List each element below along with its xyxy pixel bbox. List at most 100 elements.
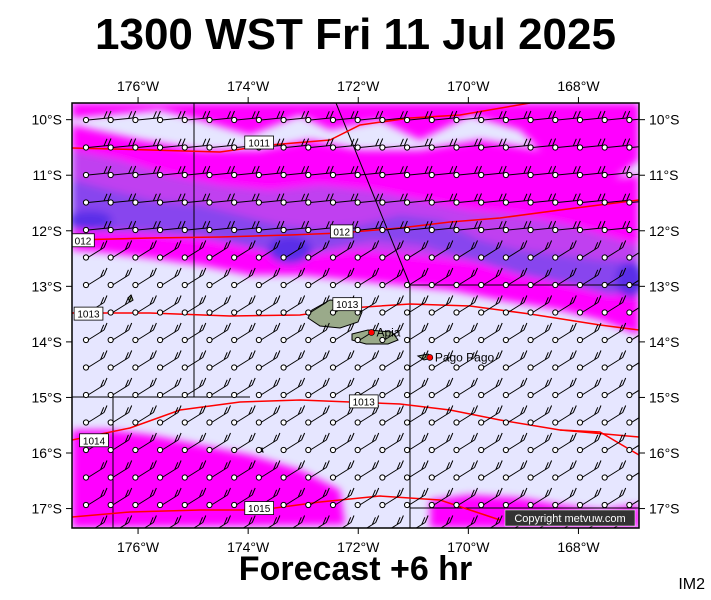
- wind-barb: [379, 460, 404, 481]
- lat-label-right: 16°S: [649, 445, 680, 461]
- wind-barb: [576, 405, 602, 426]
- isobar-label: 1011: [244, 135, 274, 150]
- wind-barb: [626, 334, 639, 344]
- wind-barb: [404, 295, 429, 316]
- wind-barb: [157, 487, 182, 509]
- lat-label-right: 10°S: [649, 112, 680, 128]
- wind-barb: [453, 240, 478, 261]
- wind-barb: [329, 322, 355, 344]
- isobar-1015: [72, 495, 501, 521]
- svg-text:1015: 1015: [248, 504, 271, 515]
- wind-barb: [107, 405, 133, 426]
- wind-barb: [354, 432, 380, 454]
- wind-barb: [206, 138, 235, 151]
- lon-label-bottom: 174°W: [227, 539, 270, 555]
- wind-barb: [82, 487, 108, 509]
- wind-barb: [231, 322, 256, 344]
- wind-barb: [181, 220, 211, 234]
- wind-barb: [576, 432, 602, 454]
- svg-text:1011: 1011: [248, 139, 270, 150]
- wind-barb: [576, 138, 606, 151]
- wind-barb: [552, 322, 577, 344]
- wind-barb: [552, 267, 577, 289]
- wind-barb: [404, 322, 429, 344]
- wind-barb: [428, 240, 454, 261]
- isobar-label: 012: [330, 224, 354, 238]
- wind-barb: [502, 165, 532, 179]
- wind-barb: [132, 267, 157, 289]
- wind-barb: [329, 377, 355, 399]
- place-label: Pago Pago: [435, 350, 495, 364]
- wind-barb: [601, 267, 627, 289]
- wind-barb: [379, 487, 404, 509]
- wind-barb: [502, 220, 532, 234]
- wind-barb: [601, 240, 627, 261]
- wind-barb: [478, 487, 503, 509]
- wind-barb: [82, 138, 112, 151]
- wind-barb: [576, 350, 602, 371]
- wind-barb: [132, 322, 157, 344]
- lon-label-bottom: 176°W: [117, 539, 160, 555]
- svg-text:012: 012: [75, 236, 92, 247]
- svg-text:1013: 1013: [336, 300, 359, 311]
- wind-barb: [82, 460, 108, 481]
- wind-barb: [157, 267, 182, 289]
- wind-barb: [255, 460, 281, 481]
- wind-barb: [132, 138, 161, 151]
- place-markers: Apia Pago Pago: [368, 325, 495, 364]
- wind-barb: [329, 350, 355, 371]
- wind-barb: [576, 267, 602, 289]
- wind-barb: [255, 267, 281, 289]
- wind-barb: [132, 350, 157, 371]
- copyright-text: Copyright metvuw.com: [514, 513, 625, 525]
- wind-barb: [601, 193, 631, 206]
- wind-barb: [354, 487, 380, 509]
- wind-barb: [82, 405, 108, 426]
- wind-barb: [527, 267, 553, 289]
- wind-barb: [107, 165, 137, 179]
- wind-barb: [552, 193, 581, 206]
- wind-barb: [626, 116, 639, 124]
- wind-barb: [157, 295, 182, 316]
- wind-barb: [552, 487, 577, 509]
- wind-barb: [478, 220, 507, 234]
- wind-barb: [329, 240, 355, 261]
- svg-text:1014: 1014: [83, 436, 106, 447]
- wind-barb: [255, 240, 281, 261]
- wind-barb: [255, 350, 281, 371]
- wind-barb: [132, 487, 157, 509]
- lon-label-top: 174°W: [227, 78, 270, 94]
- lat-label-left: 14°S: [31, 334, 62, 350]
- wind-barb: [280, 377, 306, 399]
- place-label: Apia: [376, 325, 400, 339]
- isobar-label: 1013: [73, 306, 104, 321]
- wind-barb: [157, 377, 182, 399]
- lat-label-left: 11°S: [33, 167, 62, 183]
- wind-barb: [626, 144, 639, 151]
- wind-barb: [453, 322, 478, 344]
- lon-label-bottom: 172°W: [337, 539, 380, 555]
- wind-barb: [280, 165, 310, 179]
- wind-barb: [354, 350, 380, 371]
- wind-barb: [601, 165, 631, 179]
- wind-barb: [181, 138, 211, 151]
- wind-barb: [502, 460, 528, 481]
- wind-barb: [329, 487, 355, 509]
- wind-barb: [552, 220, 581, 234]
- wind-barb: [478, 165, 507, 179]
- wind-barb: [329, 110, 359, 124]
- wind-barb: [453, 220, 482, 234]
- wind-barb: [428, 322, 454, 344]
- wind-barb: [181, 165, 211, 179]
- wind-barb: [255, 165, 285, 179]
- wind-barb: [132, 405, 157, 426]
- isobar-label: 012: [72, 233, 95, 247]
- wind-barb: [82, 193, 112, 206]
- wind-barb: [379, 220, 408, 234]
- wind-barb: [502, 267, 528, 289]
- wind-barb: [502, 295, 528, 316]
- wind-barb: [305, 267, 330, 289]
- wind-barb: [601, 322, 627, 344]
- wind-barb: [280, 405, 306, 426]
